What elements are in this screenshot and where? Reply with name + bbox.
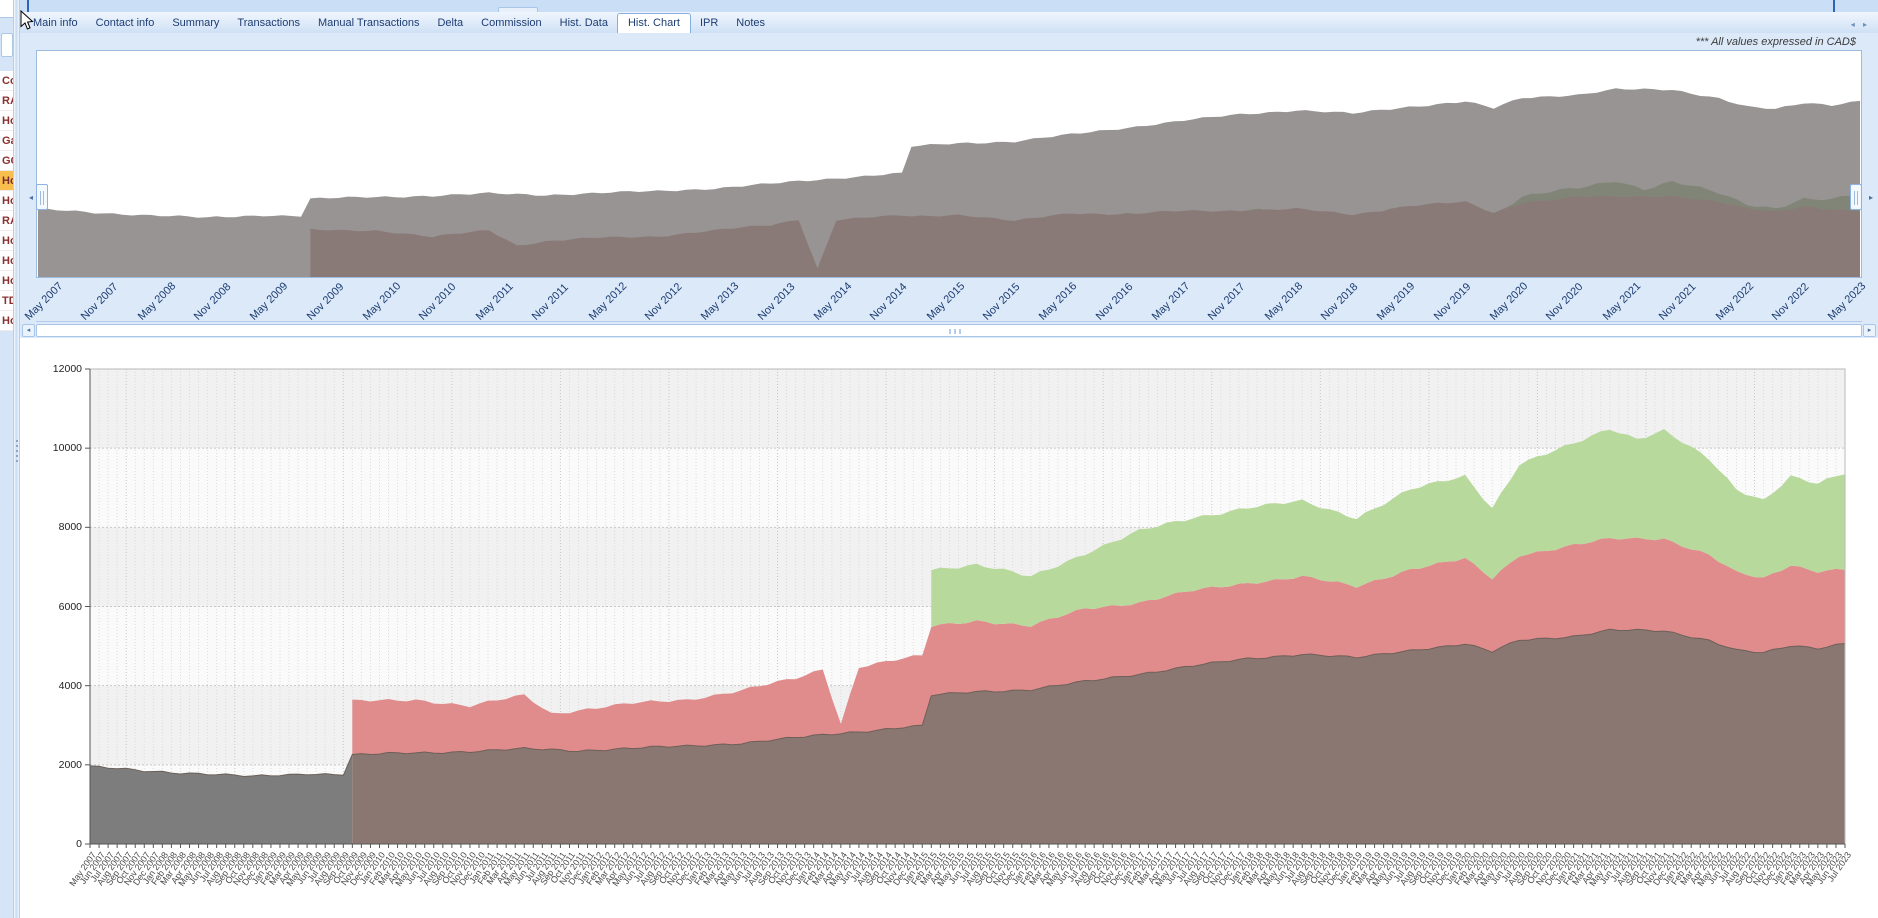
overview-tick-label: Nov 2012	[642, 280, 685, 323]
tab-bar: Main info Contact info Summary Transactions…	[20, 12, 1878, 34]
overview-tick-label: May 2016	[1037, 280, 1080, 323]
client-list-item[interactable]: GO	[0, 151, 13, 171]
scroll-left-button[interactable]: ◂	[22, 324, 35, 337]
tab-delta[interactable]: Delta	[437, 17, 464, 29]
tab-summary[interactable]: Summary	[172, 17, 220, 29]
vertical-splitter[interactable]	[13, 0, 20, 918]
overview-tick-label: Nov 2011	[529, 281, 572, 323]
overview-tick-label: May 2017	[1149, 280, 1193, 323]
overview-tick-label: May 2014	[811, 280, 855, 323]
overview-tick-label: May 2011	[473, 280, 516, 323]
overview-tick-label: Nov 2019	[1431, 280, 1474, 323]
overview-tick-label: Nov 2014	[867, 280, 910, 323]
y-tick-label: 0	[76, 838, 82, 850]
sidebar-empty-area	[0, 332, 13, 918]
tab-scroll-arrows-icon[interactable]: ◂ ▸	[1850, 20, 1870, 29]
y-tick-label: 8000	[58, 521, 82, 534]
overview-tick-label: Nov 2008	[191, 280, 234, 323]
overview-tick-label: Nov 2018	[1318, 280, 1361, 323]
overview-tick-label: May 2021	[1600, 280, 1644, 323]
client-list-item[interactable]: Ho	[0, 271, 13, 291]
y-tick-label: 10000	[52, 442, 82, 455]
tab-commission[interactable]: Commission	[481, 17, 542, 29]
client-list-item[interactable]: Co	[0, 71, 13, 91]
overview-tick-label: Nov 2013	[755, 280, 798, 323]
scroll-right-button[interactable]: ▸	[1863, 324, 1876, 337]
toolbar-divider	[27, 0, 29, 12]
overview-tick-label: May 2019	[1375, 280, 1418, 323]
client-list-item[interactable]: RA	[0, 211, 13, 231]
y-tick-label: 6000	[58, 600, 82, 613]
left-sidebar: CoRAHoGaGOHoHoRAHoHoHoTDHo	[0, 0, 13, 918]
client-list-item[interactable]: RA	[0, 91, 13, 111]
overview-tick-label: May 2015	[924, 280, 967, 323]
client-list-item[interactable]: Ho	[0, 191, 13, 211]
y-tick-label: 2000	[58, 758, 82, 771]
overview-tick-label: Nov 2010	[417, 280, 459, 323]
tab-manual-transactions[interactable]: Manual Transactions	[317, 17, 420, 29]
overview-tick-label: Nov 2016	[1093, 280, 1136, 323]
overview-tick-label: Nov 2021	[1656, 280, 1699, 323]
client-list-item[interactable]: Ho	[0, 311, 13, 331]
hist-chart-page: *** All values expressed in CAD$ ◂ ▸ May…	[20, 33, 1878, 918]
overview-tick-label: May 2023	[1825, 280, 1869, 323]
y-tick-label: 4000	[58, 679, 82, 692]
toolbar-strip	[20, 0, 1878, 12]
client-list-item[interactable]: Ho	[0, 111, 13, 131]
overview-tick-label: May 2012	[586, 280, 629, 323]
main-chart-canvas	[85, 368, 1846, 848]
tab-transactions[interactable]: Transactions	[237, 17, 300, 29]
client-list-item[interactable]: Ho	[0, 171, 13, 191]
thumb-grip-icon	[949, 329, 963, 334]
overview-chart-canvas	[38, 88, 1860, 277]
main-chart: 0 2000 4000 6000 8000 10000 12000 May 2007 Jun …	[20, 338, 1878, 918]
scrollbar-thumb[interactable]	[36, 324, 1862, 337]
overview-tick-label: May 2018	[1262, 280, 1306, 323]
tab-notes[interactable]: Notes	[736, 17, 766, 29]
overview-tick-label: May 2022	[1713, 280, 1756, 323]
overview-tick-label: Nov 2017	[1206, 280, 1248, 323]
handle-grip-icon	[40, 191, 45, 205]
mouse-cursor-icon	[20, 10, 34, 30]
tab-main-info[interactable]: Main info	[33, 17, 78, 29]
overview-tick-label: Nov 2009	[304, 280, 347, 323]
overview-tick-label: May 2013	[698, 280, 742, 323]
toolbar-fragment	[498, 7, 538, 12]
currency-note: *** All values expressed in CAD$	[1695, 36, 1856, 48]
overview-tick-label: May 2010	[360, 280, 404, 323]
overview-tick-label: Nov 2022	[1769, 280, 1812, 323]
client-list-item[interactable]: Ho	[0, 231, 13, 251]
tab-hist-data[interactable]: Hist. Data	[559, 17, 608, 29]
sidebar-search-field[interactable]	[0, 0, 13, 18]
y-tick-label: 12000	[52, 363, 82, 375]
tab-contact-info[interactable]: Contact info	[95, 17, 155, 29]
overview-tick-label: May 2007	[22, 280, 66, 323]
client-list-item[interactable]: TD	[0, 291, 13, 311]
range-handle-left[interactable]	[36, 184, 48, 210]
horizontal-scrollbar[interactable]: ◂ ▸	[20, 323, 1878, 338]
sidebar-button[interactable]	[1, 33, 13, 57]
handle-grip-icon	[1854, 191, 1859, 205]
client-list: CoRAHoGaGOHoHoRAHoHoHoTDHo	[0, 71, 13, 331]
range-handle-right[interactable]	[1850, 184, 1862, 210]
client-list-item[interactable]: Ho	[0, 251, 13, 271]
overview-tick-label: May 2008	[135, 280, 179, 323]
overview-tick-label: Nov 2015	[980, 280, 1023, 323]
tab-hist-chart[interactable]: Hist. Chart	[616, 13, 691, 34]
overview-chart[interactable]	[36, 50, 1862, 278]
client-list-item[interactable]: Ga	[0, 131, 13, 151]
overview-tick-label: Nov 2020	[1544, 280, 1586, 323]
overview-tick-label: May 2009	[248, 280, 291, 323]
splitter-grip-icon	[16, 440, 18, 462]
range-right-arrow-icon[interactable]: ▸	[1868, 193, 1873, 202]
overview-axis-labels: May 2007 Nov 2007 May 2008 Nov 2008 May 2009…	[23, 278, 1869, 323]
overview-tick-label: Nov 2007	[79, 280, 121, 323]
toolbar-divider	[1833, 0, 1835, 12]
tab-ipr[interactable]: IPR	[699, 17, 719, 29]
range-left-arrow-icon[interactable]: ◂	[28, 193, 33, 202]
overview-tick-label: May 2020	[1487, 280, 1531, 323]
